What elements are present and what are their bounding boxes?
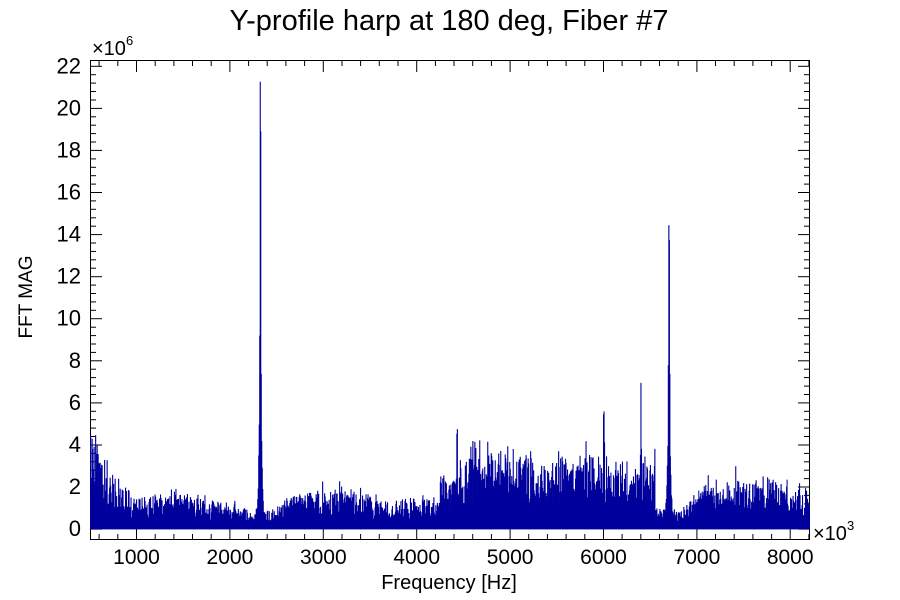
svg-text:10: 10 xyxy=(57,306,81,331)
svg-text:22: 22 xyxy=(57,53,81,78)
svg-text:8000: 8000 xyxy=(767,546,814,569)
svg-text:16: 16 xyxy=(57,180,81,205)
svg-text:18: 18 xyxy=(57,137,81,162)
svg-text:8: 8 xyxy=(69,348,81,373)
svg-text:6: 6 xyxy=(69,390,81,415)
svg-text:2000: 2000 xyxy=(207,546,254,569)
svg-text:Y-profile harp at 180 deg, Fib: Y-profile harp at 180 deg, Fiber #7 xyxy=(229,5,668,37)
svg-text:1000: 1000 xyxy=(113,546,160,569)
svg-text:6000: 6000 xyxy=(580,546,627,569)
svg-text:2: 2 xyxy=(69,474,81,499)
svg-text:5000: 5000 xyxy=(487,546,534,569)
svg-text:14: 14 xyxy=(57,222,81,247)
svg-text:20: 20 xyxy=(57,95,81,120)
svg-text:12: 12 xyxy=(57,264,81,289)
svg-text:3000: 3000 xyxy=(300,546,347,569)
svg-text:4000: 4000 xyxy=(393,546,440,569)
svg-text:4: 4 xyxy=(69,432,81,457)
svg-text:Frequency [Hz]: Frequency [Hz] xyxy=(381,572,517,594)
svg-text:0: 0 xyxy=(69,516,81,541)
svg-text:7000: 7000 xyxy=(674,546,721,569)
svg-text:FFT MAG: FFT MAG xyxy=(16,255,37,338)
